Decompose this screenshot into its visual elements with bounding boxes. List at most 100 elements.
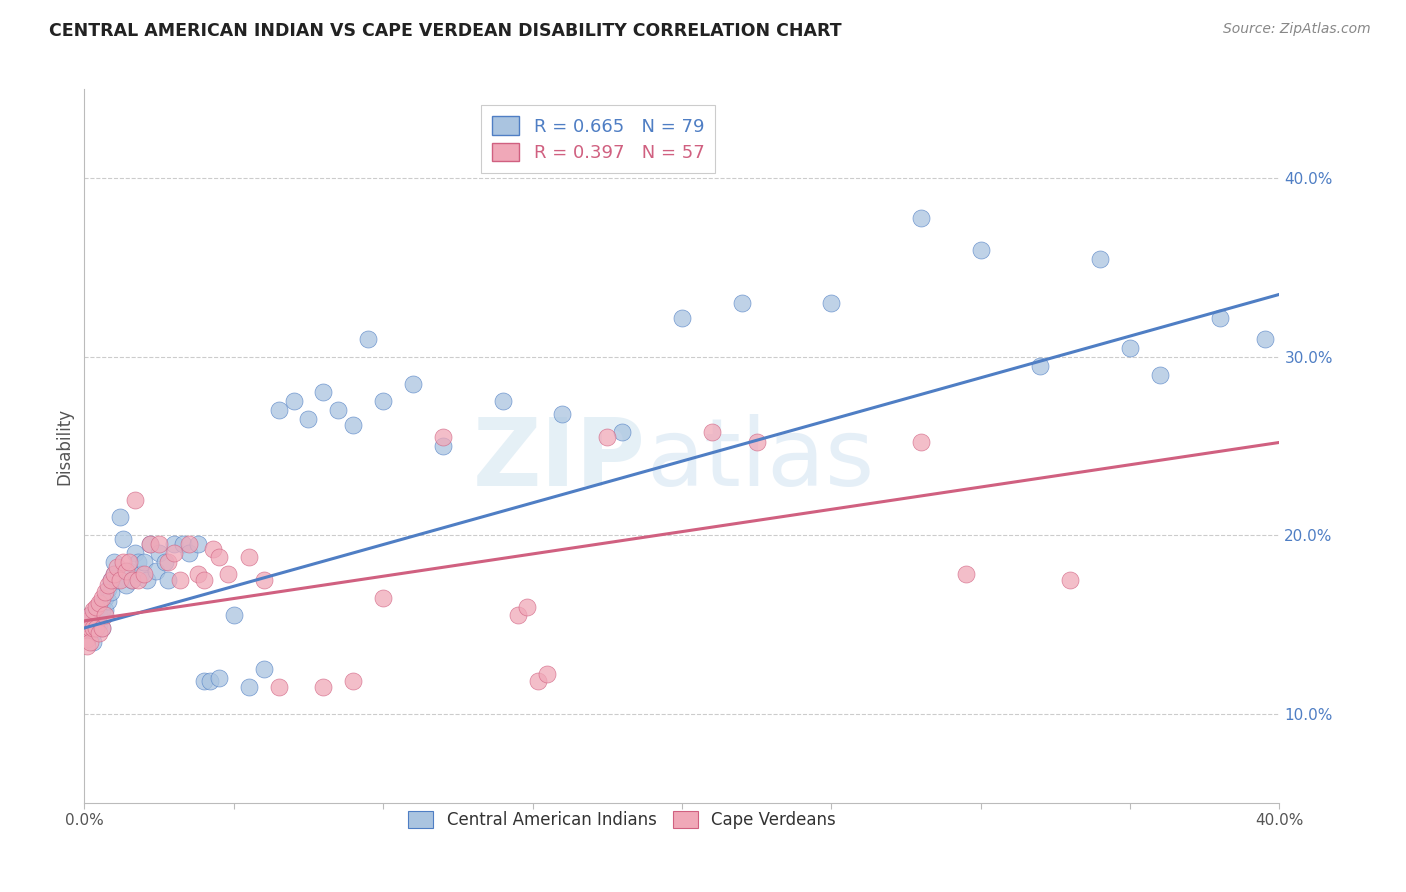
Point bbox=[283, 394, 305, 409]
Point bbox=[110, 573, 132, 587]
Point bbox=[76, 612, 98, 626]
Point bbox=[89, 599, 111, 614]
Point bbox=[342, 674, 364, 689]
Point bbox=[527, 674, 550, 689]
Point bbox=[1209, 310, 1232, 325]
Point bbox=[163, 537, 186, 551]
Point bbox=[82, 603, 104, 617]
Point bbox=[97, 594, 120, 608]
Point bbox=[222, 608, 245, 623]
Point bbox=[169, 573, 191, 587]
Point bbox=[105, 560, 128, 574]
Text: Source: ZipAtlas.com: Source: ZipAtlas.com bbox=[1223, 22, 1371, 37]
Point bbox=[163, 546, 186, 560]
Point bbox=[955, 567, 977, 582]
Point bbox=[612, 425, 634, 439]
Point bbox=[153, 555, 176, 569]
Point bbox=[94, 591, 117, 605]
Point bbox=[79, 614, 101, 628]
Point bbox=[172, 537, 194, 551]
Point bbox=[79, 621, 101, 635]
Point bbox=[115, 578, 138, 592]
Point bbox=[253, 662, 276, 676]
Point bbox=[121, 573, 143, 587]
Point bbox=[342, 417, 364, 432]
Point bbox=[136, 573, 159, 587]
Point bbox=[79, 635, 101, 649]
Point bbox=[596, 430, 619, 444]
Point bbox=[148, 537, 170, 551]
Point bbox=[118, 555, 141, 569]
Point bbox=[731, 296, 754, 310]
Y-axis label: Disability: Disability bbox=[55, 408, 73, 484]
Point bbox=[238, 549, 260, 564]
Point bbox=[103, 567, 125, 582]
Point bbox=[82, 626, 104, 640]
Point bbox=[148, 546, 170, 560]
Point bbox=[157, 573, 180, 587]
Point bbox=[91, 591, 114, 605]
Point bbox=[91, 621, 114, 635]
Point bbox=[506, 608, 529, 623]
Point bbox=[187, 537, 209, 551]
Point bbox=[402, 376, 425, 391]
Point bbox=[297, 412, 319, 426]
Point bbox=[76, 630, 98, 644]
Point bbox=[76, 621, 98, 635]
Point bbox=[745, 435, 768, 450]
Point bbox=[124, 492, 146, 507]
Point bbox=[103, 567, 125, 582]
Text: ZIP: ZIP bbox=[474, 414, 647, 507]
Point bbox=[267, 403, 290, 417]
Point bbox=[536, 667, 558, 681]
Point bbox=[127, 555, 149, 569]
Point bbox=[267, 680, 290, 694]
Point bbox=[76, 621, 98, 635]
Point bbox=[76, 614, 98, 628]
Point bbox=[910, 435, 932, 450]
Point bbox=[516, 599, 538, 614]
Point bbox=[97, 582, 120, 596]
Point bbox=[79, 626, 101, 640]
Point bbox=[100, 585, 122, 599]
Point bbox=[970, 243, 993, 257]
Point bbox=[492, 394, 515, 409]
Point bbox=[132, 555, 156, 569]
Point bbox=[432, 430, 454, 444]
Point bbox=[89, 626, 111, 640]
Point bbox=[86, 621, 108, 635]
Point bbox=[1029, 359, 1052, 373]
Point bbox=[76, 632, 98, 646]
Point bbox=[157, 555, 180, 569]
Point bbox=[86, 614, 108, 628]
Point bbox=[76, 639, 98, 653]
Point bbox=[217, 567, 239, 582]
Point bbox=[373, 394, 395, 409]
Point bbox=[89, 608, 111, 623]
Point bbox=[145, 564, 167, 578]
Point bbox=[1090, 252, 1112, 266]
Point bbox=[1059, 573, 1081, 587]
Point bbox=[121, 573, 143, 587]
Point bbox=[1119, 341, 1142, 355]
Point bbox=[94, 608, 117, 623]
Point bbox=[357, 332, 380, 346]
Point bbox=[177, 537, 200, 551]
Point bbox=[139, 537, 162, 551]
Point bbox=[373, 591, 395, 605]
Point bbox=[139, 537, 162, 551]
Point bbox=[187, 567, 209, 582]
Point bbox=[110, 510, 132, 524]
Point bbox=[112, 532, 135, 546]
Point bbox=[112, 555, 135, 569]
Point bbox=[201, 542, 224, 557]
Point bbox=[312, 680, 335, 694]
Point bbox=[76, 617, 98, 632]
Point bbox=[94, 603, 117, 617]
Point bbox=[82, 621, 104, 635]
Point bbox=[103, 555, 125, 569]
Point bbox=[94, 585, 117, 599]
Point bbox=[1149, 368, 1171, 382]
Point bbox=[193, 674, 215, 689]
Point bbox=[910, 211, 932, 225]
